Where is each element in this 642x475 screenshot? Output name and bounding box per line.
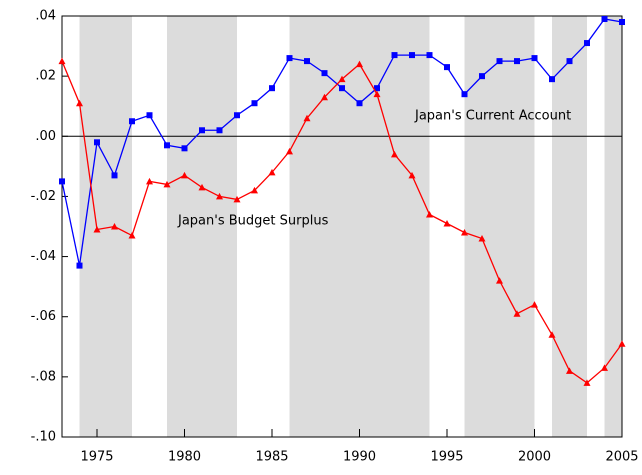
point [199, 127, 205, 134]
point [303, 114, 311, 122]
point [128, 232, 136, 239]
x-tick-label: 1975 [80, 450, 113, 465]
y-tick-label: -.04 [31, 249, 56, 264]
point [356, 60, 363, 68]
point [479, 73, 485, 80]
point [443, 219, 451, 227]
point [111, 223, 118, 230]
point [76, 262, 83, 269]
point [374, 85, 380, 92]
point [111, 172, 118, 179]
point [496, 58, 503, 65]
point [566, 58, 573, 65]
point [619, 19, 625, 26]
point [129, 118, 135, 125]
point [251, 100, 258, 107]
y-tick-label: -.08 [31, 369, 56, 384]
point [251, 186, 258, 194]
point [304, 58, 310, 65]
point [59, 178, 65, 185]
y-tick-label: .02 [35, 69, 56, 84]
point [286, 147, 293, 155]
point [408, 171, 416, 179]
point [566, 367, 573, 374]
point [461, 229, 468, 236]
point [549, 76, 555, 83]
point [164, 142, 170, 149]
point [601, 364, 608, 371]
point [548, 331, 556, 338]
point [181, 171, 188, 179]
y-tick-label: .00 [35, 129, 56, 144]
point [216, 192, 223, 200]
y-tick-label: -.02 [31, 189, 56, 204]
point [356, 100, 363, 107]
point [234, 112, 240, 119]
point [444, 64, 450, 71]
x-tick-label: 2005 [605, 450, 638, 465]
point [391, 150, 398, 158]
point [76, 99, 83, 107]
point [373, 90, 381, 98]
point [618, 340, 626, 347]
y-tick-label: -.10 [31, 430, 56, 445]
shaded-period [552, 16, 587, 437]
point [269, 85, 275, 92]
x-tick-label: 2000 [518, 450, 551, 465]
series-label: Japan's Current Account [414, 109, 571, 124]
point [478, 235, 486, 242]
x-tick-label: 1980 [168, 450, 201, 465]
y-tick-label: -.06 [31, 309, 56, 324]
point [286, 55, 293, 62]
point [461, 91, 468, 98]
x-tick-label: 1990 [343, 450, 376, 465]
shaded-period [79, 16, 132, 437]
point [601, 16, 608, 23]
point [146, 177, 153, 185]
point [58, 57, 66, 65]
point [94, 139, 100, 146]
point [338, 75, 346, 83]
shaded-period [464, 16, 535, 437]
point [584, 40, 590, 47]
point [339, 85, 345, 92]
point [181, 145, 188, 152]
shaded-period [167, 16, 237, 437]
x-tick-label: 1995 [430, 450, 463, 465]
point [426, 52, 433, 59]
y-tick-label: .04 [35, 9, 56, 24]
point [198, 183, 206, 191]
point [233, 195, 241, 203]
point [513, 310, 521, 317]
point [268, 168, 276, 176]
point [163, 180, 171, 188]
point [496, 277, 503, 284]
point [531, 55, 538, 62]
x-tick-label: 1985 [255, 450, 288, 465]
point [93, 226, 101, 233]
point [514, 58, 520, 65]
point [321, 70, 328, 77]
point [216, 127, 223, 134]
point [391, 52, 398, 59]
series-label: Japan's Budget Surplus [177, 214, 329, 229]
plot-frame [61, 15, 623, 438]
point [426, 210, 433, 218]
point [409, 52, 415, 59]
shaded-period [289, 16, 430, 437]
point [531, 301, 538, 308]
point [321, 93, 328, 101]
shaded-period [604, 16, 622, 437]
point [146, 112, 153, 119]
point [583, 379, 591, 386]
